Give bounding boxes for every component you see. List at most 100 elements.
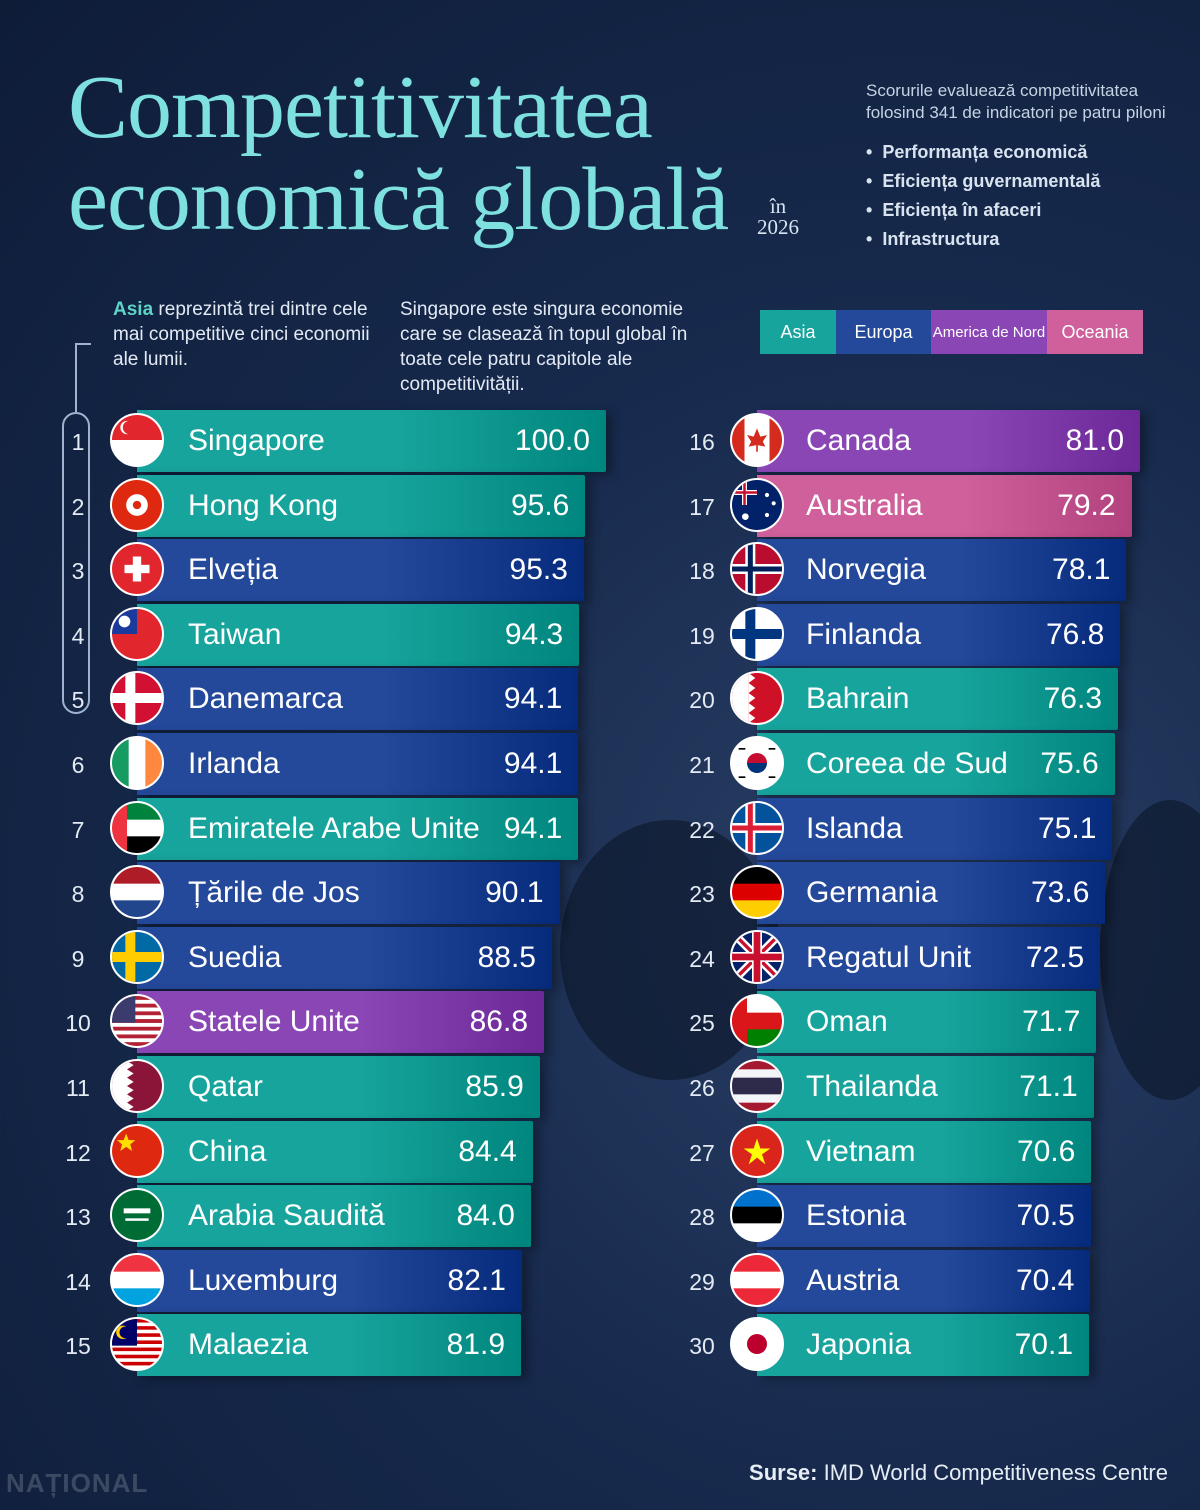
rank-label: 18 bbox=[689, 558, 715, 584]
bar bbox=[137, 1121, 533, 1183]
bar bbox=[757, 1185, 1091, 1247]
score-label: 71.7 bbox=[1022, 1005, 1081, 1038]
norway-flag-icon bbox=[730, 542, 784, 596]
rank-label: 1 bbox=[71, 429, 85, 455]
country-label: Irlanda bbox=[188, 747, 280, 780]
asia-highlight: Asia bbox=[113, 299, 154, 320]
rank-label: 10 bbox=[65, 1010, 91, 1036]
bar bbox=[137, 539, 584, 601]
score-label: 75.1 bbox=[1038, 812, 1097, 845]
top5-bracket bbox=[62, 412, 90, 714]
singapore-flag-icon bbox=[110, 413, 164, 467]
score-label: 94.1 bbox=[503, 747, 563, 780]
rank-label: 24 bbox=[689, 946, 715, 972]
bar bbox=[137, 733, 579, 795]
bar bbox=[137, 1314, 521, 1376]
uk-flag-icon bbox=[730, 930, 784, 984]
bar bbox=[757, 1121, 1092, 1183]
pillar-item: Infrastructura bbox=[866, 225, 1186, 254]
rank-label: 29 bbox=[689, 1269, 715, 1295]
china-flag-icon bbox=[110, 1124, 164, 1178]
south-korea-flag-icon bbox=[730, 736, 784, 790]
score-label: 94.3 bbox=[504, 618, 564, 651]
ranking-row-emiratele-arabe-unite: 7 Emiratele Arabe Unite 94.1 bbox=[0, 798, 1200, 862]
ranking-row-tarile-de-jos: 8 Țările de Jos 90.1 bbox=[0, 862, 1200, 926]
ranking-row-suedia: 9 Suedia 88.5 bbox=[0, 927, 1200, 991]
legend-item-oceania: Oceania bbox=[1047, 310, 1143, 354]
malaysia-flag-icon bbox=[110, 1317, 164, 1371]
methodology-intro: Scorurile evaluează competitivitatea fol… bbox=[866, 81, 1166, 122]
finland-flag-icon bbox=[730, 607, 784, 661]
legend-item-europe: Europa bbox=[836, 310, 931, 354]
country-label: Malaezia bbox=[188, 1328, 309, 1361]
year-label: în 2026 bbox=[757, 194, 799, 239]
country-label: Thailanda bbox=[806, 1070, 938, 1103]
ranking-row-taiwan: 4 Taiwan 94.3 bbox=[0, 604, 1200, 668]
ranking-row-arabia-saudita: 13 Arabia Saudită 84.0 bbox=[0, 1185, 1200, 1249]
legend: Asia Europa America de Nord Oceania bbox=[760, 310, 1143, 354]
bar bbox=[757, 1056, 1094, 1118]
country-label: Taiwan bbox=[188, 618, 282, 651]
ranking-row-singapore: 1 Singapore 100.0 bbox=[0, 410, 1200, 474]
legend-item-asia: Asia bbox=[760, 310, 836, 354]
rank-label: 9 bbox=[71, 946, 85, 972]
bar bbox=[757, 539, 1127, 601]
ranking-row-estonia: 28 Estonia 70.5 bbox=[0, 1185, 1200, 1249]
ranking-row-australia: 17 Australia 79.2 bbox=[0, 475, 1200, 539]
bar bbox=[137, 991, 544, 1053]
score-label: 94.1 bbox=[503, 812, 563, 845]
bar bbox=[757, 1314, 1089, 1376]
hong-kong-flag-icon bbox=[110, 478, 164, 532]
rank-label: 8 bbox=[71, 881, 85, 907]
source-text: IMD World Competitiveness Centre bbox=[817, 1460, 1168, 1485]
country-label: Singapore bbox=[188, 424, 325, 457]
country-label: Emiratele Arabe Unite bbox=[188, 812, 480, 845]
thailand-flag-icon bbox=[730, 1059, 784, 1113]
score-label: 88.5 bbox=[477, 941, 536, 974]
ranking-row-japonia: 30 Japonia 70.1 bbox=[0, 1314, 1200, 1378]
country-label: Estonia bbox=[806, 1199, 907, 1232]
score-label: 82.1 bbox=[447, 1264, 506, 1297]
vietnam-flag-icon bbox=[730, 1124, 784, 1178]
pillar-item: Eficiența în afaceri bbox=[866, 196, 1186, 225]
score-label: 84.4 bbox=[458, 1135, 517, 1168]
bar bbox=[757, 733, 1115, 795]
ranking-row-coreea-de-sud: 21 Coreea de Sud 75.6 bbox=[0, 733, 1200, 797]
source-credit: Surse: IMD World Competitiveness Centre bbox=[749, 1460, 1168, 1486]
score-label: 79.2 bbox=[1057, 489, 1116, 522]
ranking-row-china: 12 China 84.4 bbox=[0, 1121, 1200, 1185]
bar bbox=[757, 604, 1121, 666]
rank-label: 26 bbox=[689, 1075, 715, 1101]
bar bbox=[137, 668, 579, 730]
country-label: Canada bbox=[806, 424, 912, 457]
japan-flag-icon bbox=[730, 1317, 784, 1371]
score-label: 95.6 bbox=[510, 489, 570, 522]
bahrain-flag-icon bbox=[730, 671, 784, 725]
score-label: 85.9 bbox=[465, 1070, 524, 1103]
bar bbox=[137, 862, 560, 924]
score-label: 81.9 bbox=[446, 1328, 505, 1361]
score-label: 75.6 bbox=[1040, 747, 1099, 780]
country-label: Norvegia bbox=[806, 553, 927, 586]
country-label: Germania bbox=[806, 876, 938, 909]
country-label: Vietnam bbox=[806, 1135, 916, 1168]
ranking-row-hong-kong: 2 Hong Kong 95.6 bbox=[0, 475, 1200, 539]
bar bbox=[757, 927, 1101, 989]
ranking-row-thailanda: 26 Thailanda 71.1 bbox=[0, 1056, 1200, 1120]
ranking-row-statele-unite: 10 Statele Unite 86.8 bbox=[0, 991, 1200, 1055]
country-label: Hong Kong bbox=[188, 489, 339, 522]
score-label: 94.1 bbox=[503, 682, 563, 715]
bar bbox=[137, 410, 606, 472]
rank-label: 4 bbox=[71, 623, 85, 649]
country-label: China bbox=[188, 1135, 267, 1168]
ranking-row-bahrain: 20 Bahrain 76.3 bbox=[0, 668, 1200, 732]
bar bbox=[757, 991, 1097, 1053]
score-label: 78.1 bbox=[1052, 553, 1111, 586]
score-label: 84.0 bbox=[456, 1199, 515, 1232]
country-label: Arabia Saudită bbox=[188, 1199, 385, 1232]
bar bbox=[757, 475, 1132, 537]
score-label: 73.6 bbox=[1030, 876, 1090, 909]
ranking-row-danemarca: 5 Danemarca 94.1 bbox=[0, 668, 1200, 732]
rank-label: 6 bbox=[71, 752, 85, 778]
